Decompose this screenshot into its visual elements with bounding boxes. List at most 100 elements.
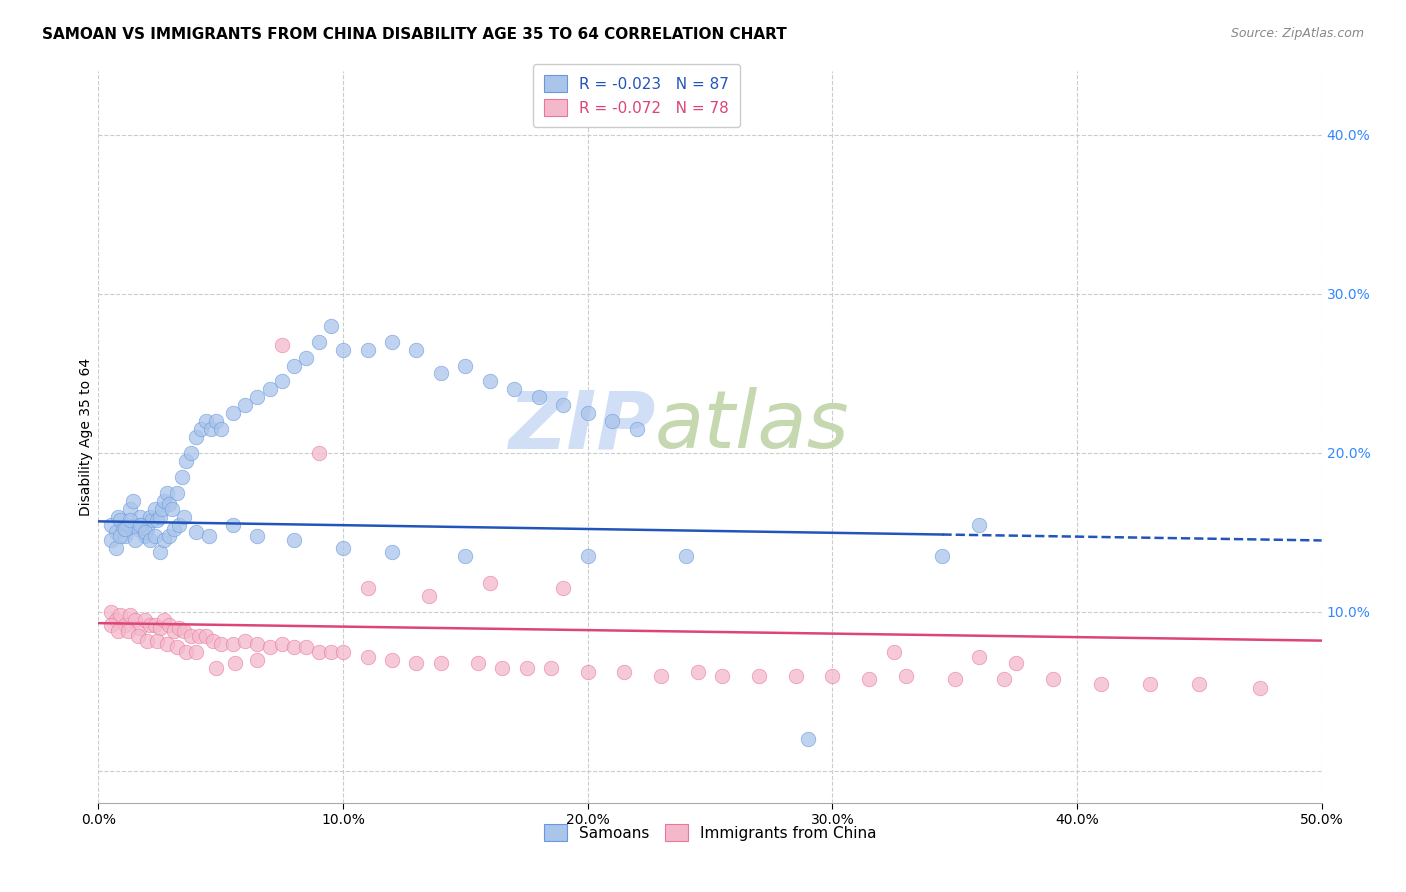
Point: [202, 633, 225, 648]
Point: [943, 672, 966, 686]
Point: [222, 637, 245, 651]
Point: [246, 529, 269, 543]
Point: [515, 660, 537, 674]
Point: [153, 613, 176, 627]
Point: [186, 645, 208, 659]
Point: [491, 660, 513, 674]
Legend: Samoans, Immigrants from China: Samoans, Immigrants from China: [534, 815, 886, 850]
Point: [173, 509, 195, 524]
Point: [149, 509, 172, 524]
Point: [381, 544, 404, 558]
Point: [553, 398, 575, 412]
Point: [821, 668, 844, 682]
Point: [224, 656, 246, 670]
Point: [283, 640, 305, 654]
Point: [205, 660, 228, 674]
Point: [259, 383, 281, 397]
Point: [931, 549, 953, 564]
Point: [153, 533, 176, 548]
Point: [114, 529, 136, 543]
Point: [1004, 656, 1026, 670]
Point: [176, 645, 198, 659]
Point: [114, 617, 136, 632]
Point: [283, 533, 305, 548]
Point: [157, 529, 180, 543]
Point: [883, 645, 905, 659]
Point: [478, 375, 501, 389]
Point: [104, 541, 127, 556]
Point: [418, 589, 440, 603]
Point: [626, 422, 648, 436]
Point: [894, 668, 917, 682]
Y-axis label: Disability Age 35 to 64: Disability Age 35 to 64: [79, 358, 93, 516]
Point: [259, 640, 281, 654]
Point: [430, 656, 453, 670]
Point: [143, 617, 166, 632]
Point: [139, 617, 162, 632]
Point: [143, 501, 166, 516]
Point: [163, 624, 186, 638]
Point: [503, 383, 526, 397]
Point: [187, 629, 209, 643]
Point: [110, 529, 132, 543]
Point: [270, 338, 294, 352]
Point: [166, 640, 188, 654]
Point: [180, 446, 202, 460]
Point: [131, 517, 153, 532]
Point: [186, 430, 208, 444]
Point: [332, 645, 354, 659]
Point: [146, 633, 169, 648]
Point: [381, 334, 404, 349]
Point: [308, 334, 330, 349]
Point: [100, 533, 122, 548]
Point: [157, 617, 180, 632]
Point: [454, 359, 477, 373]
Point: [205, 414, 228, 428]
Point: [209, 422, 232, 436]
Point: [405, 656, 427, 670]
Point: [195, 414, 218, 428]
Point: [141, 513, 163, 527]
Point: [540, 660, 562, 674]
Point: [120, 608, 142, 623]
Point: [146, 513, 169, 527]
Point: [319, 645, 342, 659]
Point: [993, 672, 1015, 686]
Point: [233, 633, 256, 648]
Point: [308, 645, 330, 659]
Point: [405, 343, 427, 357]
Point: [139, 533, 162, 548]
Point: [246, 390, 269, 404]
Point: [1188, 676, 1211, 690]
Point: [121, 493, 143, 508]
Point: [1042, 672, 1064, 686]
Point: [134, 525, 156, 540]
Point: [308, 446, 330, 460]
Point: [356, 343, 378, 357]
Point: [197, 529, 219, 543]
Point: [110, 513, 132, 527]
Point: [576, 549, 599, 564]
Point: [356, 581, 378, 595]
Point: [295, 640, 318, 654]
Point: [748, 668, 770, 682]
Point: [136, 522, 159, 536]
Point: [156, 637, 179, 651]
Text: Source: ZipAtlas.com: Source: ZipAtlas.com: [1230, 27, 1364, 40]
Point: [1249, 681, 1271, 696]
Point: [454, 549, 477, 564]
Point: [167, 621, 190, 635]
Point: [124, 613, 146, 627]
Point: [136, 633, 159, 648]
Point: [127, 629, 149, 643]
Point: [270, 375, 294, 389]
Point: [332, 541, 354, 556]
Point: [186, 525, 208, 540]
Point: [478, 576, 501, 591]
Point: [153, 493, 176, 508]
Point: [246, 637, 269, 651]
Point: [167, 517, 190, 532]
Point: [134, 613, 156, 627]
Point: [166, 485, 188, 500]
Point: [104, 613, 127, 627]
